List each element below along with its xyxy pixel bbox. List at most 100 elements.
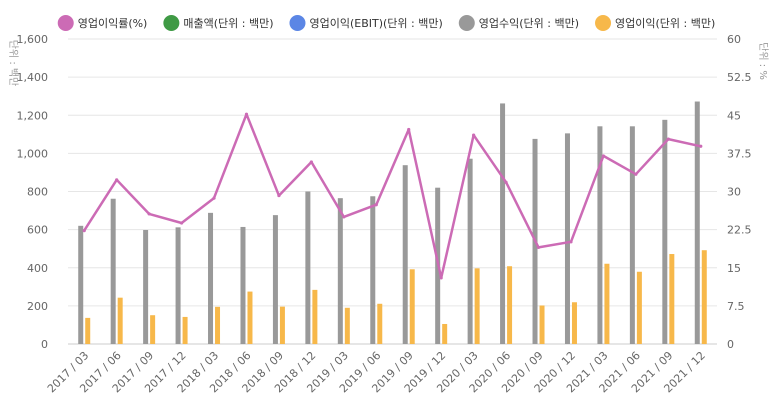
bar-revenue[interactable] xyxy=(694,101,700,345)
bar-operating-income[interactable] xyxy=(539,305,545,344)
legend: 영업이익률(%) 매출액(단위 : 백만) 영업이익(EBIT)(단위 : 백만) 영… xyxy=(57,15,715,31)
bar-revenue[interactable] xyxy=(305,191,311,345)
operating-margin-point[interactable] xyxy=(82,229,86,233)
legend-label: 영업수익(단위 : 백만) xyxy=(479,17,579,30)
legend-label: 영업이익률(%) xyxy=(78,17,148,30)
operating-margin-point[interactable] xyxy=(115,178,119,182)
operating-margin-point[interactable] xyxy=(374,203,378,207)
left-tick-label: 600 xyxy=(27,224,48,237)
right-axis-title: 단위 : % xyxy=(757,42,770,80)
right-tick-label: 15 xyxy=(727,262,741,275)
right-tick-label: 7.5 xyxy=(727,300,745,313)
left-tick-label: 1,400 xyxy=(17,71,49,84)
bar-revenue[interactable] xyxy=(143,230,149,344)
operating-margin-point[interactable] xyxy=(277,193,281,198)
operating-margin-point[interactable] xyxy=(309,160,313,164)
right-tick-label: 45 xyxy=(727,109,741,122)
left-tick-label: 1,200 xyxy=(17,109,49,122)
left-axis: 0 200 400 600 800 1,000 1,200 1,400 1,600 xyxy=(17,33,49,351)
operating-margin-point[interactable] xyxy=(147,212,151,216)
bar-revenue[interactable] xyxy=(564,133,570,344)
bar-revenue[interactable] xyxy=(208,212,214,344)
bar-revenue[interactable] xyxy=(175,227,181,344)
bar-operating-income[interactable] xyxy=(377,303,383,344)
bar-revenue[interactable] xyxy=(662,119,668,344)
operating-margin-point[interactable] xyxy=(634,172,638,176)
bar-operating-income[interactable] xyxy=(117,297,123,344)
right-tick-label: 30 xyxy=(727,186,741,199)
bar-operating-income[interactable] xyxy=(669,254,675,344)
right-tick-label: 52.5 xyxy=(727,71,752,84)
left-axis-title: 단위 : 백만 xyxy=(7,40,20,87)
legend-item[interactable]: 영업이익(단위 : 백만) xyxy=(595,15,715,31)
bar-revenue[interactable] xyxy=(272,215,278,344)
grid xyxy=(68,38,717,345)
operating-margin-point[interactable] xyxy=(244,112,249,116)
bar-operating-income[interactable] xyxy=(279,306,285,344)
bar-operating-income[interactable] xyxy=(182,316,188,344)
bar-revenue[interactable] xyxy=(370,196,376,344)
operating-margin-point[interactable] xyxy=(569,240,573,244)
bar-operating-income[interactable] xyxy=(150,315,156,344)
left-tick-label: 0 xyxy=(41,338,48,351)
legend-marker xyxy=(458,15,475,31)
operating-margin-point[interactable] xyxy=(342,215,346,219)
legend-item[interactable]: 영업이익률(%) xyxy=(57,15,148,31)
bar-operating-income[interactable] xyxy=(701,250,707,344)
bar-operating-income[interactable] xyxy=(247,291,253,344)
bar-operating-income[interactable] xyxy=(507,266,513,344)
bar-operating-income[interactable] xyxy=(344,307,350,344)
left-tick-label: 1,000 xyxy=(17,147,49,160)
operating-margin-point[interactable] xyxy=(666,137,670,141)
bar-operating-income[interactable] xyxy=(474,268,480,344)
legend-marker xyxy=(57,15,74,31)
legend-marker xyxy=(595,15,612,31)
right-axis: 0 7.5 15 22.5 30 37.5 45 52.5 60 xyxy=(727,33,752,351)
bar-revenue[interactable] xyxy=(402,165,408,344)
legend-marker xyxy=(163,15,180,31)
bar-revenue[interactable] xyxy=(467,158,473,344)
operating-margin-point[interactable] xyxy=(472,133,476,137)
bar-operating-income[interactable] xyxy=(442,323,448,344)
bar-revenue[interactable] xyxy=(78,225,84,344)
bar-revenue[interactable] xyxy=(110,198,116,344)
bar-revenue[interactable] xyxy=(629,126,635,345)
operating-margin-line[interactable] xyxy=(83,112,702,280)
bar-operating-income[interactable] xyxy=(571,302,577,344)
operating-margin-point[interactable] xyxy=(407,127,411,132)
bar-revenue[interactable] xyxy=(500,103,506,345)
left-tick-label: 200 xyxy=(27,300,48,313)
bar-operating-income[interactable] xyxy=(215,306,221,344)
bar-operating-income[interactable] xyxy=(85,317,91,344)
bar-revenue[interactable] xyxy=(337,198,343,344)
operating-margin-point[interactable] xyxy=(504,180,508,184)
bar-operating-income[interactable] xyxy=(604,263,610,344)
operating-margin-point[interactable] xyxy=(699,144,703,148)
operating-margin-point[interactable] xyxy=(439,276,443,280)
legend-label: 매출액(단위 : 백만) xyxy=(183,17,273,30)
bar-revenue[interactable] xyxy=(240,226,246,344)
left-tick-label: 1,600 xyxy=(17,33,49,46)
bar-operating-income[interactable] xyxy=(409,269,415,344)
operating-margin-point[interactable] xyxy=(601,154,606,158)
legend-label: 영업이익(EBIT)(단위 : 백만) xyxy=(309,17,442,30)
legend-item[interactable]: 영업이익(EBIT)(단위 : 백만) xyxy=(289,15,443,31)
right-tick-label: 60 xyxy=(727,33,741,46)
line-series-group xyxy=(82,112,703,280)
right-tick-label: 22.5 xyxy=(727,224,752,237)
legend-item[interactable]: 매출액(단위 : 백만) xyxy=(163,15,273,31)
right-tick-label: 37.5 xyxy=(727,147,752,160)
operating-margin-point[interactable] xyxy=(212,196,216,200)
operating-margin-point[interactable] xyxy=(179,221,184,225)
legend-item[interactable]: 영업수익(단위 : 백만) xyxy=(458,15,579,31)
left-tick-label: 800 xyxy=(27,186,48,199)
bar-operating-income[interactable] xyxy=(636,271,642,344)
left-tick-label: 400 xyxy=(27,262,48,275)
bar-operating-income[interactable] xyxy=(312,289,318,344)
right-tick-label: 0 xyxy=(727,338,734,351)
bar-revenue[interactable] xyxy=(597,126,603,345)
operating-margin-point[interactable] xyxy=(536,245,541,250)
